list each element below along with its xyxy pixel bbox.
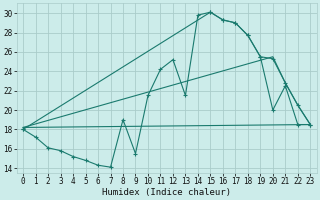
- X-axis label: Humidex (Indice chaleur): Humidex (Indice chaleur): [102, 188, 231, 197]
